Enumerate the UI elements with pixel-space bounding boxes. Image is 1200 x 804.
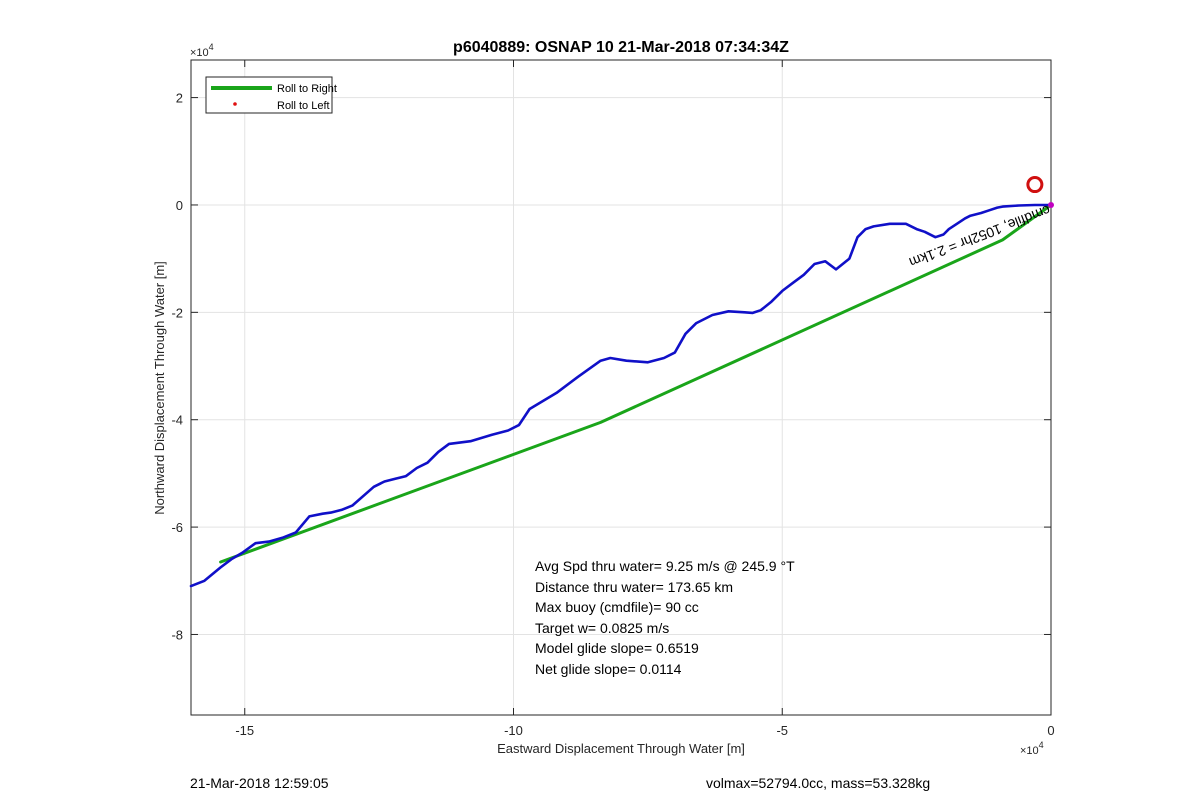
legend-box [205, 76, 333, 114]
y-tick-label: -2 [171, 305, 183, 320]
annotation-model-glide: Model glide slope= 0.6519 [535, 640, 699, 656]
legend-label-roll-left: Roll to Left [277, 100, 330, 112]
y-axis-exponent: ×104 [190, 42, 214, 59]
series-line-path [189, 203, 1053, 588]
stats-annotation: Avg Spd thru water= 9.25 m/s @ 245.9 °T … [535, 558, 795, 677]
x-exponent-base: ×10 [1020, 745, 1039, 757]
y-axis-label: Northward Displacement Through Water [m] [152, 261, 167, 515]
footer-volmax-mass: volmax=52794.0cc, mass=53.328kg [706, 775, 930, 791]
legend: Roll to Right Roll to Left [205, 76, 337, 114]
footer-timestamp: 21-Mar-2018 12:59:05 [190, 775, 329, 791]
x-axis-exponent: ×104 [1020, 740, 1044, 757]
annotation-net-glide: Net glide slope= 0.0114 [535, 661, 682, 677]
y-tick-label: 0 [176, 198, 183, 213]
annotation-distance: Distance thru water= 173.65 km [535, 579, 733, 595]
y-exponent-base: ×10 [190, 47, 209, 59]
legend-swatch-roll-left [233, 102, 237, 106]
y-tick-label: -8 [171, 627, 183, 642]
x-exponent-power: 4 [1039, 740, 1044, 750]
x-tick-label: 0 [1047, 723, 1054, 738]
x-tick-label: -10 [504, 723, 523, 738]
axis-ticks: -15 -10 -5 0 2 0 -2 -4 -6 -8 [171, 60, 1055, 738]
chart-title: p6040889: OSNAP 10 21-Mar-2018 07:34:34Z [453, 39, 789, 56]
legend-label-roll-right: Roll to Right [277, 83, 337, 95]
series-group [189, 203, 1053, 588]
series-line-roll-to-right [219, 203, 1053, 564]
markers-group [1026, 176, 1054, 208]
y-tick-label: -4 [171, 413, 183, 428]
plot-area-frame [190, 59, 1052, 716]
annotation-target-w: Target w= 0.0825 m/s [535, 620, 669, 636]
endpoint-marker [1048, 201, 1054, 208]
x-axis-label: Eastward Displacement Through Water [m] [497, 741, 745, 756]
x-tick-label: -5 [776, 723, 788, 738]
current-position-marker [1026, 176, 1044, 194]
y-tick-label: 2 [176, 91, 183, 106]
x-tick-label: -15 [235, 723, 254, 738]
y-tick-label: -6 [171, 520, 183, 535]
annotation-avg-speed: Avg Spd thru water= 9.25 m/s @ 245.9 °T [535, 558, 795, 574]
grid [191, 60, 1052, 715]
annotation-max-buoy: Max buoy (cmdfile)= 90 cc [535, 599, 699, 615]
y-exponent-power: 4 [209, 42, 214, 52]
